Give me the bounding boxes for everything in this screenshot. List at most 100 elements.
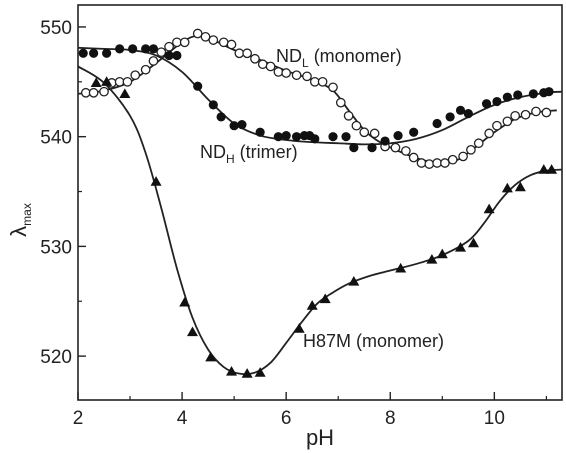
filled-circle-point	[544, 87, 554, 97]
triangle-point	[179, 296, 191, 307]
open-circle-point	[156, 47, 167, 58]
open-circle-point	[80, 87, 91, 98]
x-tick-label: 4	[177, 408, 188, 429]
open-circle-point	[208, 35, 219, 45]
open-circle-point	[250, 53, 260, 64]
annotation-h87m: H87M (monomer)	[303, 331, 444, 351]
filled-circle-point	[481, 99, 492, 109]
filled-circle-point	[328, 132, 338, 142]
open-circle-point	[242, 48, 252, 59]
filled-circle-point	[208, 100, 218, 110]
filled-circle-point	[463, 109, 473, 119]
filled-circle-point	[148, 44, 159, 54]
open-circle-point	[541, 107, 552, 118]
open-circle-point	[226, 39, 237, 50]
open-circle-point	[390, 142, 401, 153]
open-circle-point	[281, 68, 292, 78]
open-circle-point	[179, 37, 190, 48]
open-circle-point	[440, 158, 450, 168]
triangle-point	[319, 293, 331, 304]
open-circle-point	[335, 97, 346, 108]
open-circle-point	[309, 76, 320, 87]
triangle-point	[306, 300, 318, 310]
open-circle-point	[192, 28, 203, 39]
open-circle-point	[273, 67, 284, 77]
open-circle-point	[432, 158, 442, 168]
triangle-point	[226, 365, 238, 376]
filled-circle-point	[216, 112, 226, 122]
open-circle-point	[328, 82, 338, 93]
y-axis-title: λmax	[6, 203, 34, 237]
filled-circle-point	[432, 118, 442, 129]
open-circle-point	[466, 144, 476, 155]
y-tick-label: 540	[40, 128, 72, 149]
open-circle-point	[88, 87, 99, 98]
open-circle-point	[416, 158, 427, 168]
triangle-point	[293, 323, 305, 333]
triangle-point	[426, 254, 438, 264]
filled-circle-point	[445, 112, 455, 122]
triangle-point	[455, 241, 467, 252]
open-circle-point	[122, 76, 133, 87]
x-tick-label: 10	[484, 408, 505, 429]
x-tick-label: 8	[385, 408, 396, 429]
filled-circle-point	[141, 44, 151, 54]
x-tick-label: 6	[281, 408, 292, 429]
filled-circle-point	[89, 48, 99, 58]
open-circle-point	[502, 116, 513, 127]
open-circle-point	[492, 120, 502, 131]
triangle-point	[101, 76, 113, 86]
y-tick-label: 530	[40, 237, 72, 258]
x-axis-title: pH	[306, 425, 334, 450]
triangle-point	[150, 176, 162, 186]
filled-circle-point	[172, 50, 182, 61]
fit-curve-2	[77, 65, 563, 376]
filled-circle-point	[513, 90, 523, 100]
filled-circle-point	[367, 143, 377, 153]
filled-circle-point	[528, 89, 538, 99]
open-circle-point	[484, 128, 494, 139]
triangle-point	[436, 248, 448, 259]
axis-ticks: 2 4 6 8 10 520 530 540 550	[40, 18, 547, 429]
open-circle-point	[130, 70, 141, 81]
open-circle-point	[257, 59, 268, 70]
open-circle-point	[148, 56, 159, 66]
triangle-point	[254, 367, 266, 377]
annotation-ndl: NDL (monomer)	[276, 46, 402, 70]
triangle-point	[546, 164, 558, 174]
open-circle-point	[408, 152, 419, 163]
open-circle-point	[531, 106, 541, 117]
open-circle-point	[234, 48, 245, 59]
open-circle-point	[473, 138, 484, 149]
data-markers	[78, 28, 558, 378]
filled-circle-point	[115, 44, 125, 54]
open-circle-point	[424, 159, 435, 169]
y-tick-label: 550	[40, 18, 72, 39]
filled-circle-point	[409, 127, 419, 137]
plot-frame	[77, 4, 563, 401]
filled-circle-point	[341, 132, 351, 142]
triangle-point	[186, 326, 198, 337]
fit-curve-1	[77, 46, 563, 146]
filled-circle-point	[455, 105, 466, 115]
filled-circle-point	[164, 50, 174, 61]
triangle-point	[538, 164, 550, 174]
y-tick-label: 520	[40, 347, 72, 368]
filled-circle-point	[393, 130, 403, 141]
open-circle-point	[520, 109, 531, 120]
filled-circle-point	[237, 119, 247, 130]
open-circle-point	[369, 128, 380, 139]
filled-circle-point	[492, 96, 502, 107]
filled-circle-point	[273, 132, 283, 142]
triangle-point	[119, 88, 131, 98]
open-circle-point	[218, 37, 229, 48]
triangle-point	[348, 276, 360, 286]
open-circle-point	[447, 154, 458, 165]
filled-circle-point	[193, 81, 203, 91]
open-circle-point	[140, 64, 151, 75]
triangle-point	[501, 182, 513, 193]
open-circle-point	[291, 70, 302, 81]
open-circle-point	[343, 110, 354, 121]
open-circle-point	[317, 76, 328, 87]
triangle-point	[514, 181, 526, 192]
